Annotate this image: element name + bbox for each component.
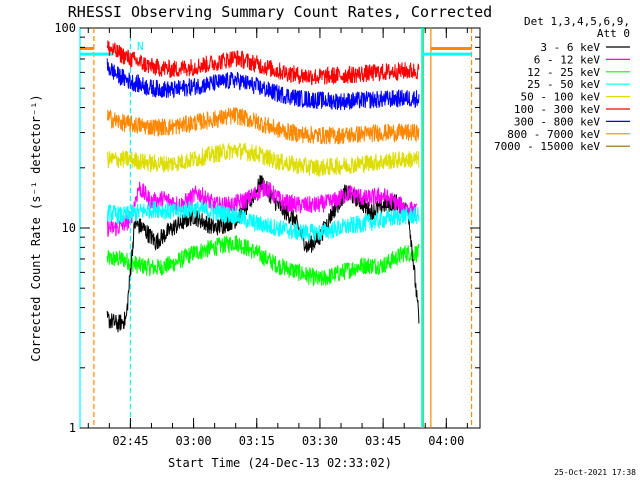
footer-timestamp: 25-Oct-2021 17:38 — [554, 468, 636, 477]
x-tick-label: 04:00 — [428, 434, 464, 448]
series-line — [106, 58, 420, 111]
x-tick-label: 03:00 — [176, 434, 212, 448]
legend-entry-label: 300 - 800 keV — [514, 115, 600, 128]
legend-entry-label: 25 - 50 keV — [527, 78, 600, 91]
chart-title: RHESSI Observing Summary Count Rates, Co… — [68, 3, 492, 21]
y-tick-label: 10 — [62, 221, 76, 235]
time-markers — [79, 28, 473, 428]
legend-entry-label: 50 - 100 keV — [521, 91, 601, 104]
x-tick-label: 03:15 — [239, 434, 275, 448]
x-tick-label: 03:45 — [365, 434, 401, 448]
legend-entry-label: 100 - 300 keV — [514, 103, 600, 116]
legend-entry-label: 800 - 7000 keV — [507, 128, 600, 141]
x-tick-label: 02:45 — [112, 434, 148, 448]
plot-area: N — [79, 27, 481, 429]
series-layer — [106, 40, 420, 333]
series-line — [106, 106, 420, 145]
y-tick-label: 100 — [54, 21, 76, 35]
x-axis-label: Start Time (24-Dec-13 02:33:02) — [168, 456, 392, 470]
legend-entry-label: 3 - 6 keV — [540, 41, 600, 54]
y-axis: 1 10 100 — [54, 21, 480, 435]
series-line — [106, 234, 420, 287]
x-tick-label: 03:30 — [302, 434, 338, 448]
x-axis: 02:45 03:00 03:15 03:30 03:45 04:00 — [87, 28, 468, 448]
legend-header-detectors: Det 1,3,4,5,6,9, — [524, 15, 630, 28]
legend-entry-label: 12 - 25 keV — [527, 66, 600, 79]
legend-entry-label: 7000 - 15000 keV — [494, 140, 600, 153]
legend-entry-label: 6 - 12 keV — [534, 53, 601, 66]
y-tick-label: 1 — [69, 421, 76, 435]
series-line — [106, 200, 420, 242]
series-line — [106, 40, 420, 86]
legend-header-attenuator: Att 0 — [597, 27, 630, 40]
chart-annotation: N — [137, 40, 144, 53]
y-axis-label: Corrected Count Rate (s⁻¹ detector⁻¹) — [29, 94, 43, 361]
series-line — [106, 142, 420, 177]
